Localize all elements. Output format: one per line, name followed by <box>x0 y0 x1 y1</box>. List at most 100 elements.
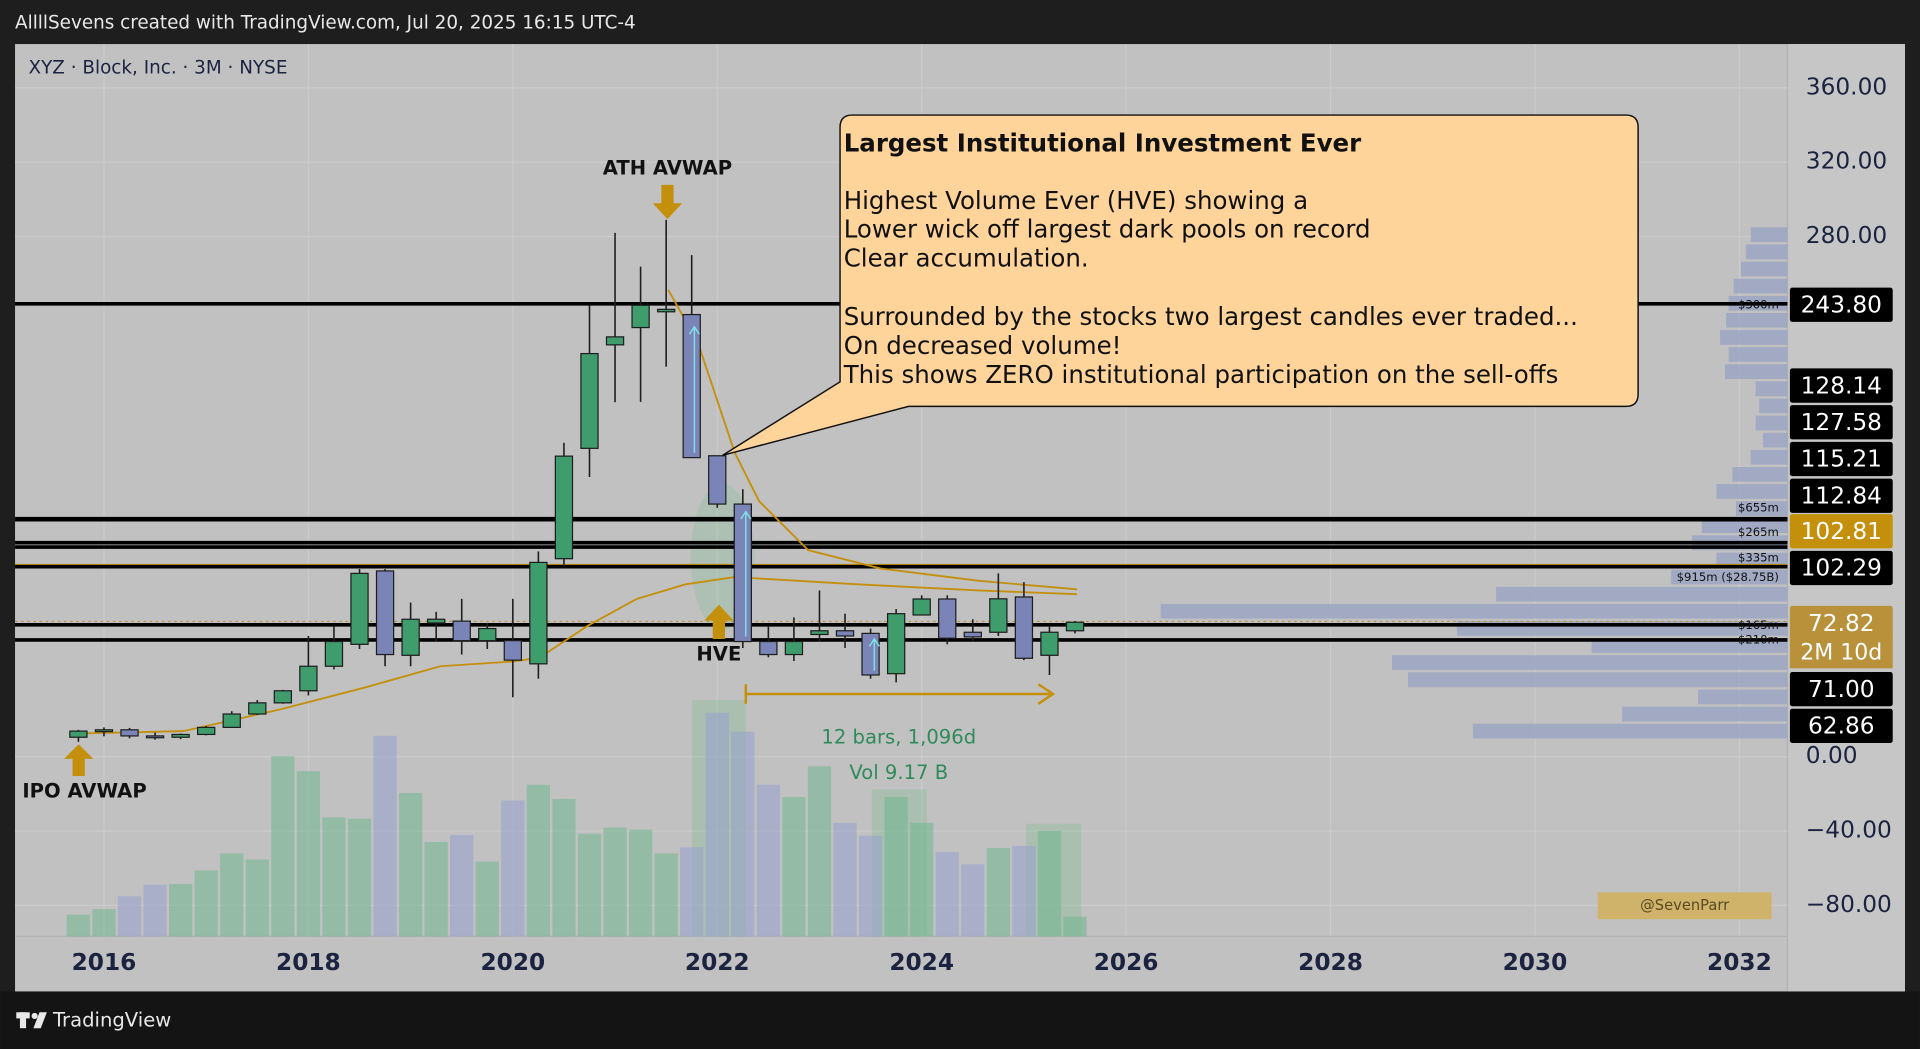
profile-bar <box>1740 261 1788 277</box>
price-label-bg <box>1789 671 1893 707</box>
x-tick-label: 2032 <box>1707 949 1772 976</box>
candle-body <box>273 690 293 704</box>
measure-volume: Vol 9.17 B <box>849 761 948 784</box>
volume-bar <box>782 796 806 937</box>
candle-body <box>529 561 548 665</box>
volume-bar <box>347 818 372 937</box>
dark-pool-label: $335m <box>1738 551 1779 565</box>
teal-arrow-head <box>740 510 752 520</box>
volume-bar <box>552 799 576 937</box>
candle-body <box>938 598 957 639</box>
candle-body <box>912 598 931 616</box>
teal-arrow-head <box>688 325 700 335</box>
ath-label: ATH AVWAP <box>603 156 732 179</box>
price-label: 72.82 <box>1808 610 1875 637</box>
y-tick-label: −40.00 <box>1806 817 1892 844</box>
candle-body <box>145 735 165 739</box>
profile-bar <box>1591 638 1788 653</box>
avwap-line <box>78 576 1078 735</box>
volume-bar <box>1012 845 1036 937</box>
profile-bar <box>1759 398 1788 414</box>
volume-bar <box>526 784 551 937</box>
dark-pool-label: $915m ($28.75B) <box>1677 570 1779 584</box>
volume-bar <box>398 792 423 937</box>
candle-body <box>478 627 497 642</box>
candle-body <box>835 630 855 637</box>
avwap-line <box>667 289 1078 591</box>
price-label: 102.29 <box>1801 555 1882 582</box>
profile-bar <box>1736 501 1788 516</box>
profile-bar <box>1725 364 1788 379</box>
price-label-bg <box>1789 708 1893 743</box>
volume-bar <box>961 864 985 937</box>
callout-line: Lower wick off largest dark pools on rec… <box>844 215 1371 244</box>
candle-body <box>605 336 625 346</box>
dark-pool-label: $300m <box>1738 297 1779 311</box>
candle-body <box>708 455 727 505</box>
profile-bar <box>1755 381 1788 397</box>
countdown: 2M 10d <box>1800 641 1882 666</box>
dark-pool-label: $165m <box>1738 618 1779 632</box>
volume-bar <box>910 822 934 937</box>
volume-bar <box>373 735 397 937</box>
candle-body <box>656 308 676 313</box>
y-tick-label: 0.00 <box>1806 742 1858 769</box>
volume-bar <box>858 835 883 937</box>
price-label-bg <box>1789 605 1893 641</box>
price-label-bg <box>1789 287 1893 322</box>
volume-bar <box>935 852 959 937</box>
y-tick-label: 320.00 <box>1806 148 1887 175</box>
price-label-bg <box>1789 514 1893 549</box>
candle-body <box>989 598 1008 633</box>
volume-bar <box>603 827 627 937</box>
volume-bar <box>756 784 780 937</box>
profile-bar <box>1745 244 1788 260</box>
candle-body <box>784 640 804 656</box>
profile-bar <box>1733 278 1788 294</box>
callout-line: Clear accumulation. <box>844 243 1089 272</box>
ipo-arrow <box>64 744 94 777</box>
x-tick-label: 2026 <box>1094 949 1159 976</box>
candle-body <box>222 713 241 728</box>
logo-part <box>33 1012 47 1029</box>
header-text: AllllSevens created with TradingView.com… <box>15 12 636 33</box>
plot: 2016 2018 2020 2022 2024 2026 2028 2030 2032 360.… <box>15 44 1893 976</box>
volume-bar <box>271 756 295 937</box>
volume-bar <box>194 870 218 937</box>
candle-body <box>861 632 880 676</box>
logo-part <box>19 1012 27 1029</box>
x-tick-label: 2028 <box>1298 949 1363 976</box>
x-tick-label: 2016 <box>72 949 137 976</box>
candle-body <box>94 729 114 733</box>
candle-body <box>682 313 701 459</box>
price-label: 112.84 <box>1801 482 1882 509</box>
volume-bar <box>169 884 193 937</box>
volume-bar <box>807 766 832 937</box>
x-tick-label: 2024 <box>889 949 954 976</box>
candle-body <box>1014 596 1034 659</box>
ath-arrow <box>652 184 683 220</box>
profile-bar <box>1755 415 1788 431</box>
candle-body <box>503 640 523 661</box>
volume-bar <box>450 835 474 937</box>
dark-pool-label: $210m <box>1738 633 1779 647</box>
logo-part <box>31 1012 38 1020</box>
volume-bar <box>475 861 499 937</box>
price-label: 243.80 <box>1801 292 1882 319</box>
profile-bar <box>1701 518 1788 533</box>
candle-body <box>299 665 318 692</box>
x-tick-label: 2022 <box>685 949 750 976</box>
volume-bar <box>296 771 321 937</box>
volume-bar <box>680 847 704 937</box>
volume-bar <box>117 896 142 937</box>
candle-body <box>631 304 650 329</box>
volume-bar <box>322 817 346 937</box>
candle-body <box>810 630 829 636</box>
profile-bar <box>1160 603 1788 619</box>
candle-body <box>426 618 446 624</box>
candle-body <box>759 640 778 656</box>
volume-bar <box>501 800 525 937</box>
volume-bar <box>66 914 91 937</box>
volume-bar <box>833 822 857 937</box>
